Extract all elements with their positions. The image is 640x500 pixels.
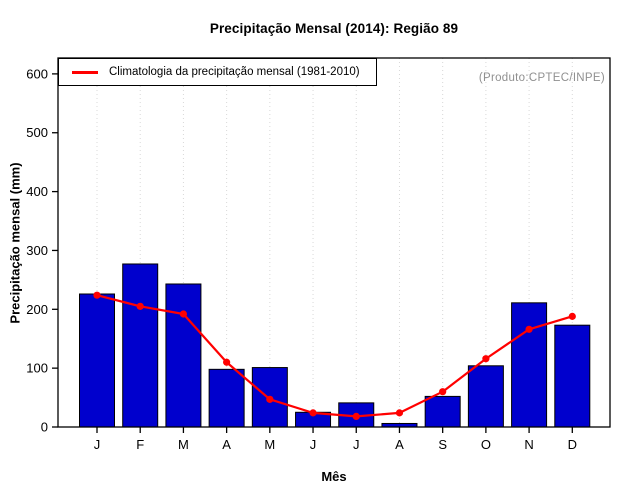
x-tick-label-7: A	[395, 437, 404, 452]
bar-S-8	[424, 395, 461, 428]
bar-F-1	[122, 263, 159, 428]
y-tick-label-5: 500	[26, 125, 48, 140]
bar-N-10	[511, 302, 548, 428]
y-tick-label-3: 300	[26, 243, 48, 258]
x-tick-label-11: D	[568, 437, 577, 452]
climatology-point-4	[266, 395, 274, 403]
y-tick-label-1: 100	[26, 361, 48, 376]
climatology-point-6	[352, 412, 360, 421]
x-tick-label-5: J	[310, 437, 317, 452]
climatology-point-2	[179, 310, 188, 318]
climatology-point-8	[439, 388, 447, 396]
climatology-point-5	[309, 409, 317, 417]
climatology-point-3	[223, 358, 231, 366]
x-tick-label-6: J	[353, 437, 360, 452]
climatology-point-1	[136, 302, 144, 310]
bar-M-2	[165, 283, 202, 428]
x-tick-label-2: M	[178, 437, 189, 452]
y-tick-label-0: 0	[41, 420, 48, 435]
chart-title: Precipitação Mensal (2014): Região 89	[209, 21, 459, 36]
bar-J-0	[79, 293, 115, 428]
y-tick-label-2: 200	[26, 302, 48, 317]
x-tick-label-10: N	[524, 437, 533, 452]
y-tick-label-6: 600	[26, 66, 48, 81]
x-tick-label-1: F	[136, 437, 144, 452]
climatology-point-7	[395, 409, 404, 417]
climatology-line	[95, 294, 574, 418]
climatology-point-10	[525, 325, 533, 333]
y-tick-label-4: 400	[26, 184, 48, 199]
bar-D-11	[554, 324, 591, 428]
climatology-point-9	[482, 355, 490, 363]
bar-A-3	[208, 368, 245, 428]
legend: Climatologia da precipitação mensal (198…	[58, 58, 377, 86]
legend-line-swatch	[72, 70, 98, 74]
x-axis-title: Mês	[321, 469, 347, 484]
x-tick-label-9: O	[481, 437, 491, 452]
bar-O-9	[467, 365, 504, 428]
x-tick-label-0: J	[94, 437, 101, 452]
x-tick-label-4: M	[264, 437, 275, 452]
x-tick-label-8: S	[438, 437, 447, 452]
product-annotation: (Produto:CPTEC/INPE)	[478, 72, 605, 84]
legend-label: Climatologia da precipitação mensal (198…	[109, 66, 360, 78]
y-axis-title: Precipitação mensal (mm)	[7, 162, 23, 324]
x-tick-label-3: A	[222, 437, 231, 452]
climatology-point-0	[93, 291, 101, 299]
climatology-point-11	[568, 312, 576, 320]
